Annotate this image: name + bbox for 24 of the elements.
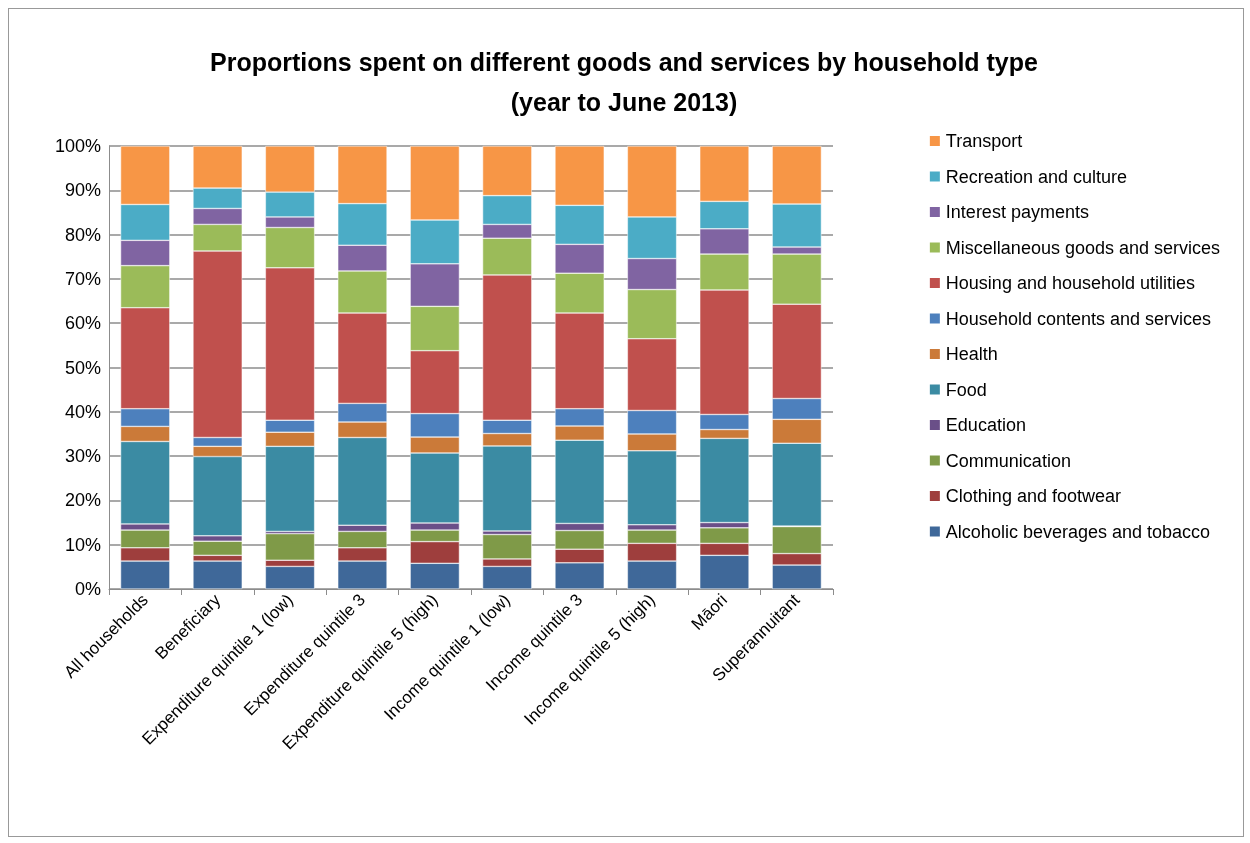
legend-label: Recreation and culture [945, 166, 1127, 187]
legend-label: Household contents and services [945, 308, 1212, 329]
y-tick-label: 100% [54, 136, 101, 156]
legend-label: Alcoholic beverages and tobacco [945, 521, 1211, 542]
y-tick-label: 20% [64, 490, 101, 511]
y-tick-label: 30% [64, 446, 101, 467]
legend-label: Communication [945, 450, 1071, 471]
y-tick-label: 0% [74, 579, 101, 599]
y-tick-label: 50% [64, 357, 101, 378]
legend-label: Education [945, 415, 1026, 435]
y-tick-label: 80% [64, 224, 101, 245]
y-tick-label: 60% [64, 313, 101, 334]
y-tick-label: 40% [64, 401, 101, 422]
y-tick-label: 90% [64, 180, 101, 201]
legend-label: Food [945, 379, 987, 400]
legend-label: Transport [945, 131, 1023, 151]
legend-label: Miscellaneous goods and services [945, 237, 1221, 258]
legend-label: Interest payments [945, 202, 1089, 222]
chart-title: Proportions spent on different goods and services by household type (year to June 2013) [210, 48, 1039, 116]
legend-label: Health [945, 344, 998, 364]
legend-label: Housing and household utilities [945, 273, 1196, 293]
y-tick-label: 70% [64, 268, 101, 289]
legend-label: Clothing and footwear [945, 486, 1121, 506]
y-tick-label: 10% [64, 534, 101, 555]
